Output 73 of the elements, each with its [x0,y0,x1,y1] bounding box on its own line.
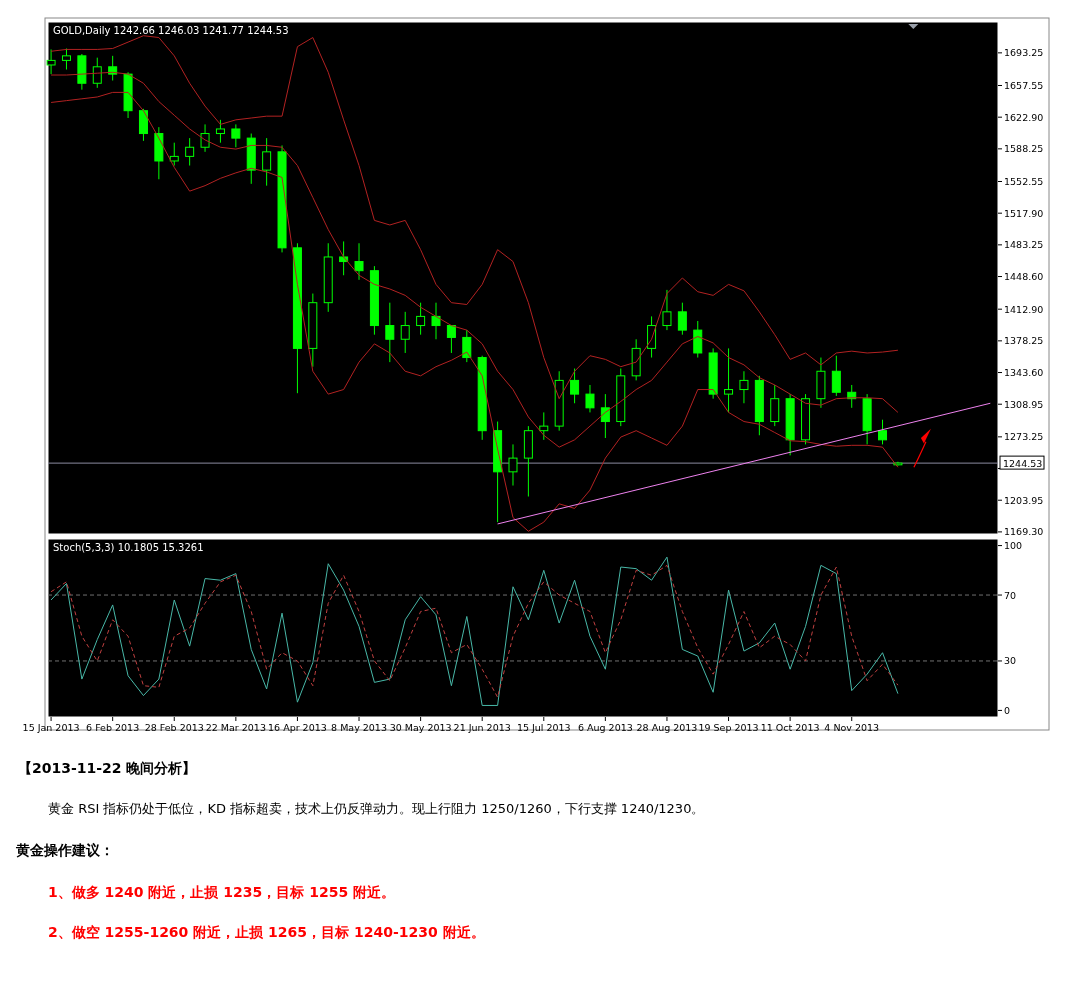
candlestick [354,242,364,281]
candlestick [600,393,610,439]
x-tick-label: 30 May 2013 [389,722,452,733]
chart-title: GOLD,Daily 1242.66 1246.03 1241.77 1244.53 [53,25,289,36]
y-tick-label: 1657.55 [1004,80,1044,91]
candlestick [92,57,102,89]
y-tick-label: 1412.90 [1004,303,1044,315]
x-tick-label: 28 Aug 2013 [636,722,698,733]
y-tick-label: 1517.90 [1004,207,1044,219]
text: 黄金 RSI 指标仍处于低位，KD 指标超卖，技术上仍反弹动力。现上行阻力 1250/1260，下行支撑 1240/1230。 [48,801,705,816]
y-tick-label: 100 [1004,540,1023,552]
y-tick-label: 1588.25 [1004,143,1044,155]
ref-line-label: 1244.53 [1003,457,1043,469]
candlestick [431,302,441,340]
candlestick [138,108,148,142]
x-tick-label: 19 Sep 2013 [698,722,759,733]
text: 黄金操作建议： [15,842,114,858]
y-tick-label: 1693.25 [1004,47,1044,59]
chart-title: Stoch(5,3,3) 10.1805 15.3261 [53,542,204,553]
candlestick [262,137,272,187]
x-tick-label: 21 Jun 2013 [453,722,511,733]
candlestick [539,411,549,441]
y-tick-label: 1448.60 [1004,271,1044,283]
y-tick-label: 1308.95 [1004,398,1044,410]
candlestick [585,384,595,413]
x-tick-label: 15 Jul 2013 [516,722,571,733]
text: 【2013-11-22 晚间分析】 [18,760,197,776]
candlestick [508,443,518,487]
candlestick [724,347,734,413]
candlestick [570,368,580,404]
x-tick-label: 6 Aug 2013 [577,722,633,733]
x-tick-label: 4 Nov 2013 [824,722,880,733]
candlestick [446,325,456,354]
x-tick-label: 22 Mar 2013 [205,722,266,733]
y-tick-label: 30 [1004,655,1017,667]
x-tick-label: 16 Apr 2013 [268,722,327,733]
candlestick [385,302,395,363]
y-tick-label: 1273.25 [1004,431,1044,443]
candlestick [770,384,780,427]
candlestick [169,142,179,167]
y-tick-label: 70 [1004,589,1017,601]
x-tick-label: 6 Feb 2013 [86,722,140,733]
candlestick [831,355,841,397]
y-tick-label: 1622.90 [1004,111,1044,123]
x-tick-label: 8 May 2013 [331,722,387,733]
candlestick [185,137,195,167]
text: 1、做多 1240 附近，止损 1235，目标 1255 附近。 [48,884,396,900]
x-tick-label: 28 Feb 2013 [144,722,204,733]
x-tick-label: 11 Oct 2013 [760,722,820,733]
y-tick-label: 1483.25 [1004,239,1044,251]
line-series [50,91,899,532]
candlestick [416,302,426,336]
x-tick-label: 15 Jan 2013 [22,722,80,733]
y-tick-label: 1343.60 [1004,367,1044,379]
candlestick [61,48,71,71]
candlestick [215,119,225,144]
candlestick [108,55,118,82]
candlestick [677,302,687,336]
candlestick [231,123,241,148]
candlestick [200,123,210,153]
y-tick-label: 1203.95 [1004,494,1044,506]
y-tick-label: 1169.30 [1004,526,1044,538]
y-tick-label: 0 [1004,704,1011,716]
candlestick [739,370,749,404]
candlestick [693,320,703,359]
candlestick [878,419,888,445]
y-tick-label: 1552.55 [1004,176,1044,187]
text: 2、做空 1255-1260 附近，止损 1265，目标 1240-1230 附近。 [48,924,485,940]
y-tick-label: 1378.25 [1004,335,1044,347]
candlestick [462,329,472,363]
line-series [50,35,899,400]
candlestick [662,289,672,331]
candlestick [400,311,410,354]
